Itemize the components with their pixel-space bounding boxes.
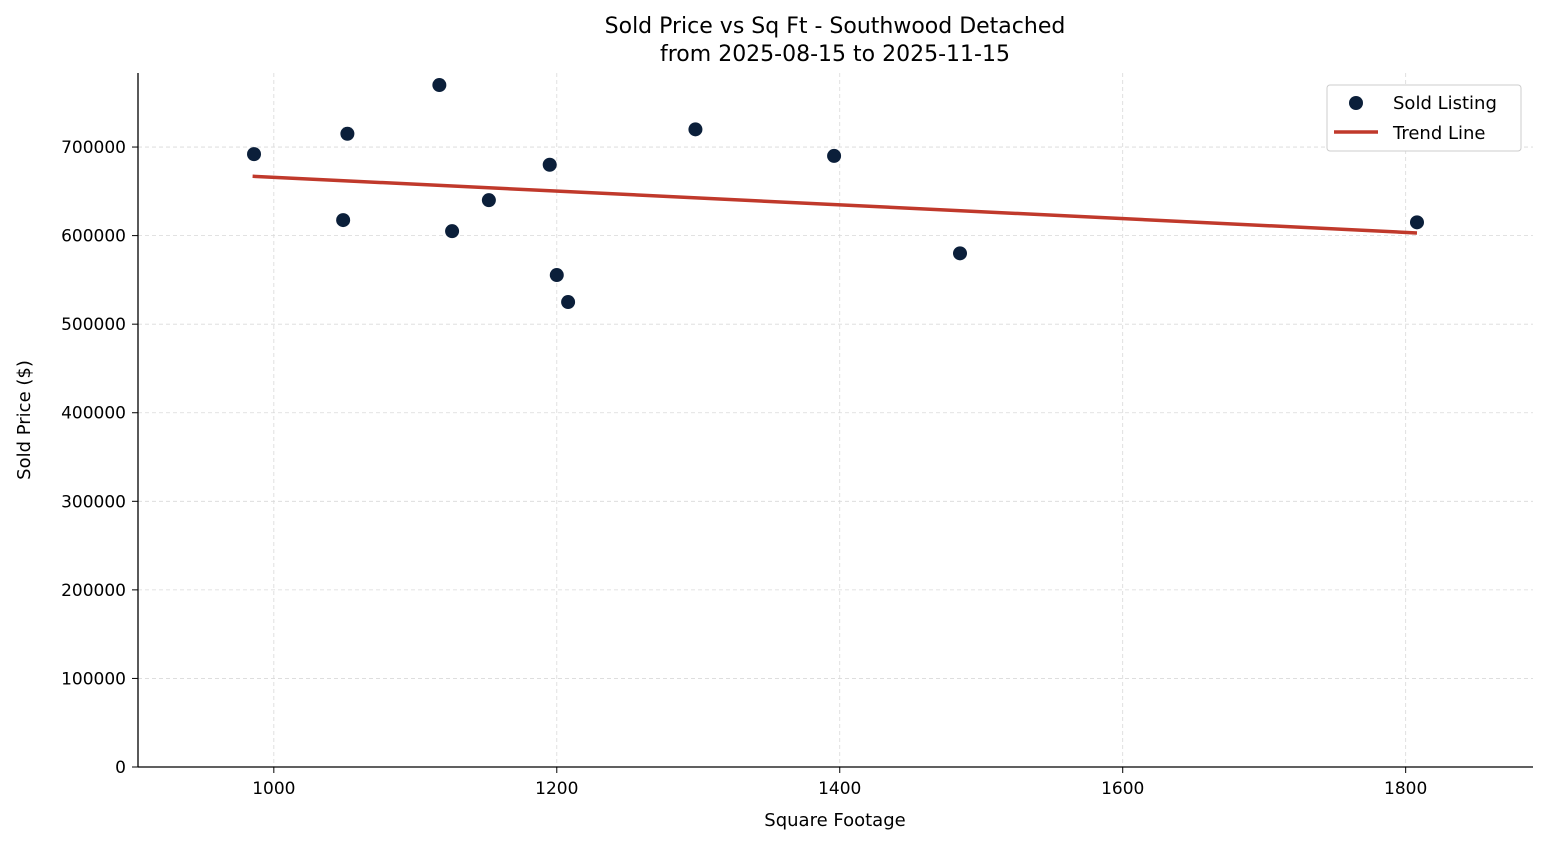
data-point [247,147,262,162]
data-point [827,148,842,163]
legend-marker-sold-listing [1349,96,1363,110]
x-axis-label: Square Footage [764,810,905,831]
data-point [953,246,968,261]
y-tick-label: 400000 [61,404,126,424]
data-point [688,122,703,137]
x-tick-label: 1000 [252,779,295,799]
y-tick-label: 200000 [61,581,126,601]
data-point [432,78,447,93]
axes: 1000 1200 1400 1600 1800 0 100000 200000 300000 4… [61,73,1533,799]
trend-line [252,174,1418,235]
legend-box [1326,84,1522,152]
data-point [336,213,351,228]
y-tick-label: 0 [115,758,126,778]
legend-label-trend-line: Trend Line [1392,123,1486,144]
data-point [549,268,564,283]
plot-marks [247,78,1424,310]
data-point [542,157,557,172]
legend-label-sold-listing: Sold Listing [1393,93,1497,114]
data-point [1409,215,1424,230]
x-tick-label: 1200 [535,779,578,799]
data-point [445,224,460,239]
chart-title: Sold Price vs Sq Ft - Southwood Detached [605,14,1066,39]
y-tick-label: 500000 [61,315,126,335]
x-tick-label: 1400 [818,779,861,799]
data-point [340,126,355,141]
data-point [561,295,576,310]
x-tick-label: 1800 [1384,779,1427,799]
grid [138,73,1533,768]
y-tick-label: 100000 [61,669,126,689]
y-tick-label: 700000 [61,138,126,158]
y-tick-label: 300000 [61,492,126,512]
data-point [481,193,496,208]
chart-subtitle: from 2025-08-15 to 2025-11-15 [660,42,1010,67]
legend: Sold Listing Trend Line [1326,84,1522,152]
y-axis-label: Sold Price ($) [14,360,35,480]
x-tick-label: 1600 [1101,779,1144,799]
y-tick-label: 600000 [61,227,126,247]
